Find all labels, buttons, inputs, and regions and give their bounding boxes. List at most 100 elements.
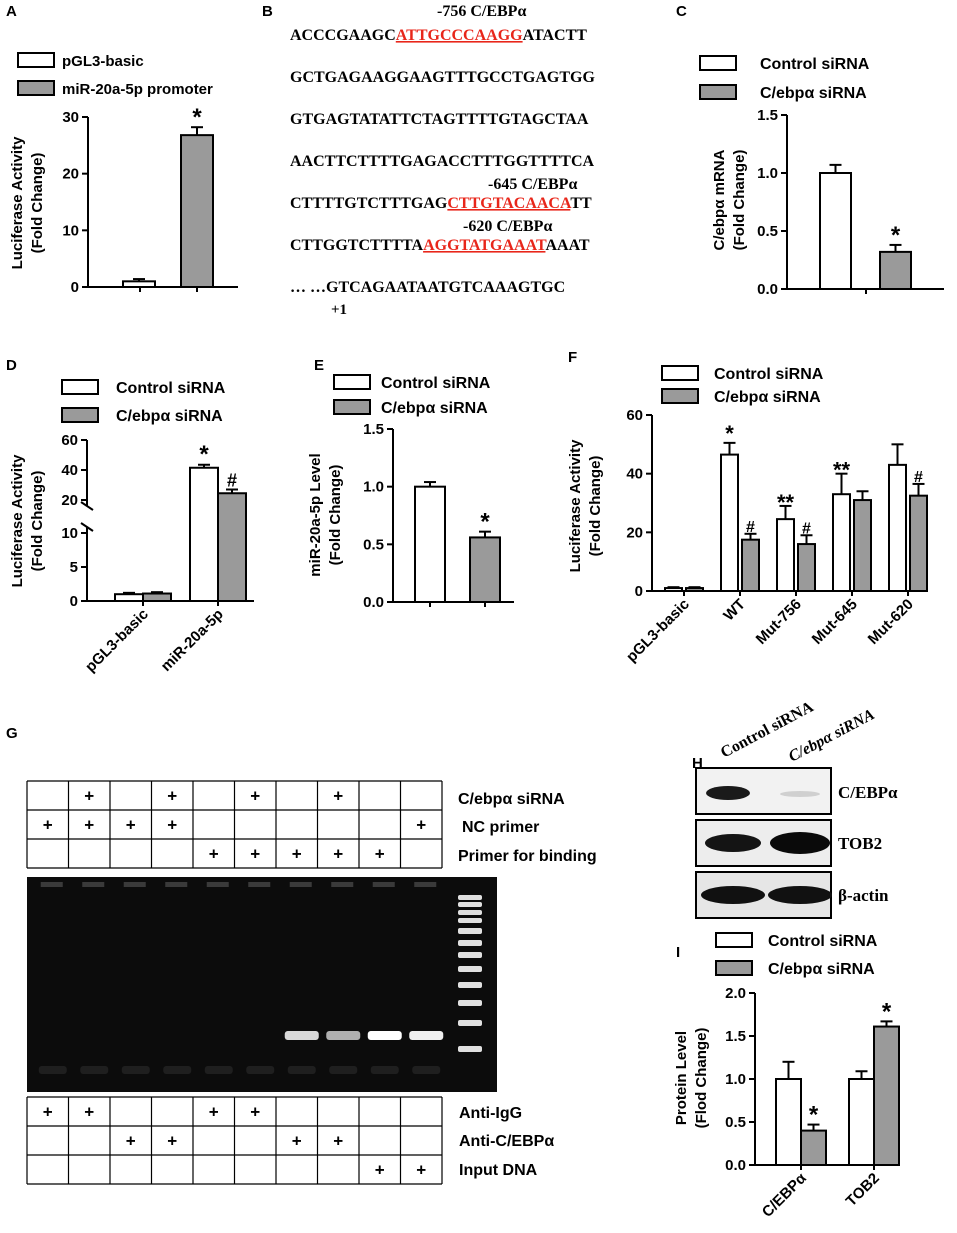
bar-e-1: [469, 536, 501, 603]
y-tick-label-d: 40: [61, 462, 78, 479]
plus-mark: +: [43, 1103, 53, 1122]
panel-letter-i: I: [676, 944, 680, 961]
y-tick-label-e: 1.0: [363, 479, 384, 496]
blot-label-tob2: TOB2: [838, 834, 882, 853]
significance-mark-c: *: [891, 222, 901, 249]
gel-ladder-band: [458, 940, 482, 946]
y-tick-label-i: 2.0: [725, 985, 746, 1002]
bar-f-pGL3-basic-0: [664, 587, 683, 592]
plus-mark: +: [43, 816, 53, 835]
blot-band-actin-control: [701, 886, 765, 904]
panel-letter-h: H: [692, 755, 703, 772]
tss-label: +1: [331, 302, 347, 318]
y-tick-label-c: 1.0: [757, 165, 778, 182]
gel-ladder-band: [458, 952, 482, 958]
panel-letter-d: D: [6, 357, 17, 374]
legend-swatch-c-2: [699, 84, 737, 100]
x-tick-label-i: C/EBPα: [759, 1169, 811, 1221]
bar-f-Mut-645-0: [832, 493, 851, 593]
plus-mark: +: [167, 787, 177, 806]
gel-band-specific: [367, 1031, 402, 1040]
sequence-line-6: CTTGGTCTTTTAAGGTATGAAATAAAT: [290, 237, 590, 254]
bar-d-miR-20a-5p-0: [189, 466, 219, 602]
gel-well: [248, 882, 271, 887]
plus-mark: +: [84, 816, 94, 835]
significance-mark-f: #: [746, 519, 755, 536]
condition-grid-top: + + + + + + + + + + + + + +: [26, 780, 443, 869]
site-label-756: -756 C/EBPα: [437, 3, 526, 20]
plus-mark: +: [250, 787, 260, 806]
y-axis-label-c: C/ebpα mRNA: [711, 149, 728, 250]
bar-e-0: [414, 485, 446, 603]
plot-e: 0.0 0.5 1.0 1.5 *: [363, 421, 514, 611]
plus-mark: +: [416, 1161, 426, 1180]
panel-letter-g: G: [6, 725, 18, 742]
plus-mark: +: [209, 845, 219, 864]
significance-mark-f: *: [725, 421, 734, 446]
bar-f-WT-0: [720, 453, 739, 592]
seq-6-post: AAAT: [545, 237, 589, 254]
sequence-line-7: … …GTCAGAATAATGTCAAAGTGC: [290, 279, 565, 296]
plus-mark: +: [84, 1103, 94, 1122]
plus-mark: +: [250, 845, 260, 864]
plus-mark: +: [333, 845, 343, 864]
y-tick-label-d: 20: [61, 492, 78, 509]
bar-i-C/EBPα-0: [775, 1078, 802, 1166]
gel-well: [123, 882, 146, 887]
panel-i: I Control siRNA C/ebpα siRNA Protein Lev…: [673, 932, 900, 1221]
y-tick-label-i: 1.5: [725, 1028, 746, 1045]
row-label-primer-binding: Primer for binding: [458, 848, 597, 865]
y-tick-label-d: 0: [70, 593, 78, 610]
significance-mark-f: **: [833, 458, 851, 483]
legend-label-f-1: Control siRNA: [714, 366, 824, 383]
bar-f-Mut-620-1: [909, 494, 928, 592]
legend-label-d-1: Control siRNA: [116, 380, 226, 397]
legend-swatch-a-2: [17, 80, 55, 96]
plus-mark: +: [375, 1161, 385, 1180]
y-tick-label-f: 20: [626, 524, 643, 541]
gel-well: [165, 882, 188, 887]
sequence-line-3: GTGAGTATATTCTAGTTTTGTAGCTAA: [290, 111, 589, 128]
y-tick-label-f: 60: [626, 407, 643, 424]
blot-label-cebpa: C/EBPα: [838, 783, 898, 802]
bar-f-Mut-620-0: [888, 463, 907, 592]
legend-swatch-d-2: [61, 407, 99, 423]
x-tick-label-f: Mut-620: [865, 596, 917, 648]
axis-break-d-2: [80, 501, 94, 511]
gel-ladder-band: [458, 1000, 482, 1006]
plus-mark: +: [167, 1132, 177, 1151]
panel-e: E Control siRNA C/ebpα siRNA miR-20a-5p …: [307, 357, 514, 611]
gel-ladder-band: [458, 928, 482, 934]
significance-mark-a: *: [192, 104, 202, 131]
y-tick-label-c: 0.0: [757, 281, 778, 298]
gel-well: [82, 882, 105, 887]
gel-primer-dimer: [121, 1066, 150, 1074]
seq-1-pre: ACCCGAAGC: [290, 27, 396, 44]
y-axis-label-d-2: (Fold Change): [29, 471, 46, 572]
panel-b: B -756 C/EBPα ACCCGAAGCATTGCCCAAGGATACTT…: [262, 3, 595, 318]
plus-mark: +: [126, 1132, 136, 1151]
axis-break-d-1: [80, 522, 94, 532]
gel-primer-dimer: [329, 1066, 358, 1074]
y-tick-label-i: 0.5: [725, 1114, 746, 1131]
significance-mark-d: #: [227, 471, 237, 491]
seq-6-pre: CTTGGTCTTTTA: [290, 237, 424, 254]
legend-label-f-2: C/ebpα siRNA: [714, 389, 821, 406]
significance-mark-d: *: [199, 441, 209, 468]
gel-well: [289, 882, 312, 887]
bar-d-miR-20a-5p-1: [217, 492, 247, 602]
y-tick-label-c: 0.5: [757, 223, 778, 240]
legend-swatch-a-1: [17, 52, 55, 68]
panel-letter-a: A: [6, 3, 17, 20]
significance-mark-f: **: [777, 490, 795, 515]
gel-primer-dimer: [412, 1066, 441, 1074]
gel-well: [372, 882, 395, 887]
significance-mark-e: *: [480, 509, 490, 536]
significance-mark-f: #: [802, 520, 811, 537]
legend-label-d-2: C/ebpα siRNA: [116, 408, 223, 425]
gel-ladder-band: [458, 1046, 482, 1052]
bar-d-pGL3-basic-0: [114, 593, 144, 603]
gel-well: [40, 882, 63, 887]
panel-letter-f: F: [568, 349, 577, 366]
bar-f-pGL3-basic-1: [685, 587, 704, 592]
